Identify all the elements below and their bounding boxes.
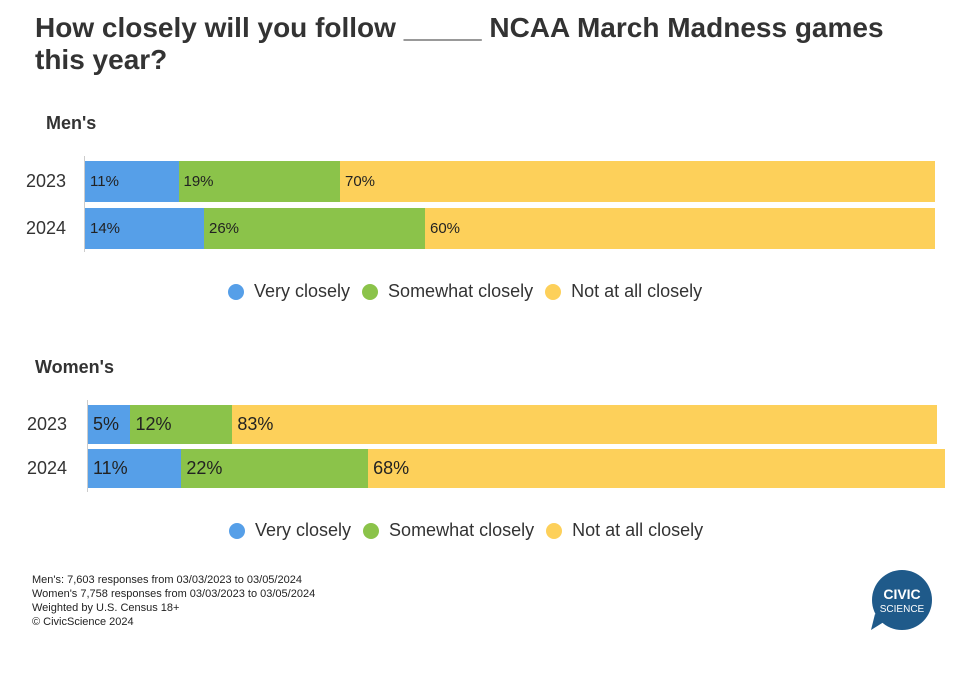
footer-copyright: © CivicScience 2024: [32, 616, 134, 628]
legend-dot-somewhat-closely: [363, 522, 380, 539]
mens-legend: Very closely Somewhat closely Not at all c…: [228, 281, 714, 302]
footer-womens-responses: Women's 7,758 responses from 03/03/2023 …: [32, 588, 316, 600]
bar-segment-not-at-all-closely-2024: [425, 208, 935, 249]
bar-segment-not-at-all-closely-2023: [340, 161, 935, 202]
legend-item-somewhat-closely: Somewhat closely: [363, 520, 534, 541]
legend-dot-not-at-all-closely: [545, 283, 562, 300]
data-label-somewhat-closely-2024: 22%: [186, 457, 223, 478]
bar-segment-very-closely-2023: [88, 405, 131, 444]
footer-mens-responses: Men's: 7,603 responses from 03/03/2023 t…: [32, 574, 302, 586]
legend-dot-not-at-all-closely: [546, 522, 563, 539]
legend-label-somewhat-closely: Somewhat closely: [388, 281, 534, 301]
legend-label-somewhat-closely: Somewhat closely: [389, 520, 535, 540]
chart-axis-line: [87, 400, 88, 492]
footer-notes: Men's: 7,603 responses from 03/03/2023 t…: [32, 573, 315, 629]
legend-item-not-at-all-closely: Not at all closely: [546, 520, 703, 541]
data-label-somewhat-closely-2023: 19%: [183, 172, 214, 190]
bar-segment-very-closely-2023: [85, 161, 179, 202]
chart-title: How closely will you follow _____ NCAA M…: [35, 12, 884, 75]
row-label-2023: 2023: [27, 413, 68, 434]
data-label-somewhat-closely-2023: 12%: [135, 413, 172, 434]
bar-segment-not-at-all-closely-2023: [232, 405, 937, 444]
bar-segment-very-closely-2024: [88, 449, 182, 488]
data-label-not-at-all-closely-2023: 70%: [345, 172, 376, 190]
womens-panel-title: Women's: [35, 357, 114, 377]
mens-panel-title: Men's: [46, 113, 97, 133]
legend-item-not-at-all-closely: Not at all closely: [545, 281, 702, 302]
data-label-not-at-all-closely-2024: 60%: [430, 219, 461, 237]
legend-label-not-at-all-closely: Not at all closely: [572, 520, 704, 540]
womens-legend: Very closely Somewhat closely Not at all c…: [229, 520, 715, 541]
footer-weighting: Weighted by U.S. Census 18+: [32, 602, 180, 614]
legend-dot-very-closely: [229, 522, 245, 539]
data-label-very-closely-2024: 14%: [90, 219, 121, 237]
legend-label-not-at-all-closely: Not at all closely: [571, 281, 703, 301]
bar-segment-somewhat-closely-2024: [204, 208, 425, 249]
data-label-not-at-all-closely-2023: 83%: [237, 413, 274, 434]
legend-dot-somewhat-closely: [362, 283, 379, 300]
data-label-not-at-all-closely-2024: 68%: [373, 457, 410, 478]
legend-item-very-closely: Very closely: [228, 281, 350, 302]
chart-axis-line: [84, 156, 85, 252]
legend-dot-very-closely: [228, 283, 244, 300]
bar-segment-somewhat-closely-2023: [178, 161, 340, 202]
data-label-somewhat-closely-2024: 26%: [209, 219, 240, 237]
bar-segment-somewhat-closely-2023: [130, 405, 233, 444]
legend-label-very-closely: Very closely: [255, 520, 352, 540]
bar-segment-not-at-all-closely-2024: [368, 449, 946, 488]
data-label-very-closely-2023: 11%: [90, 172, 119, 190]
logo-text-civic: CIVIC: [883, 586, 920, 602]
bar-segment-very-closely-2024: [85, 208, 204, 249]
logo-bubble: [872, 570, 932, 630]
legend-item-somewhat-closely: Somewhat closely: [362, 281, 533, 302]
row-label-2024: 2024: [27, 457, 68, 478]
data-label-very-closely-2023: 5%: [93, 413, 120, 434]
legend-item-very-closely: Very closely: [229, 520, 351, 541]
civicscience-logo: CIVIC SCIENCE: [871, 570, 932, 630]
logo-text-science: SCIENCE: [880, 604, 925, 615]
legend-label-very-closely: Very closely: [254, 281, 351, 301]
bar-segment-somewhat-closely-2024: [181, 449, 369, 488]
row-label-2024: 2024: [26, 217, 67, 238]
row-label-2023: 2023: [26, 170, 67, 191]
data-label-very-closely-2024: 11%: [93, 457, 128, 478]
